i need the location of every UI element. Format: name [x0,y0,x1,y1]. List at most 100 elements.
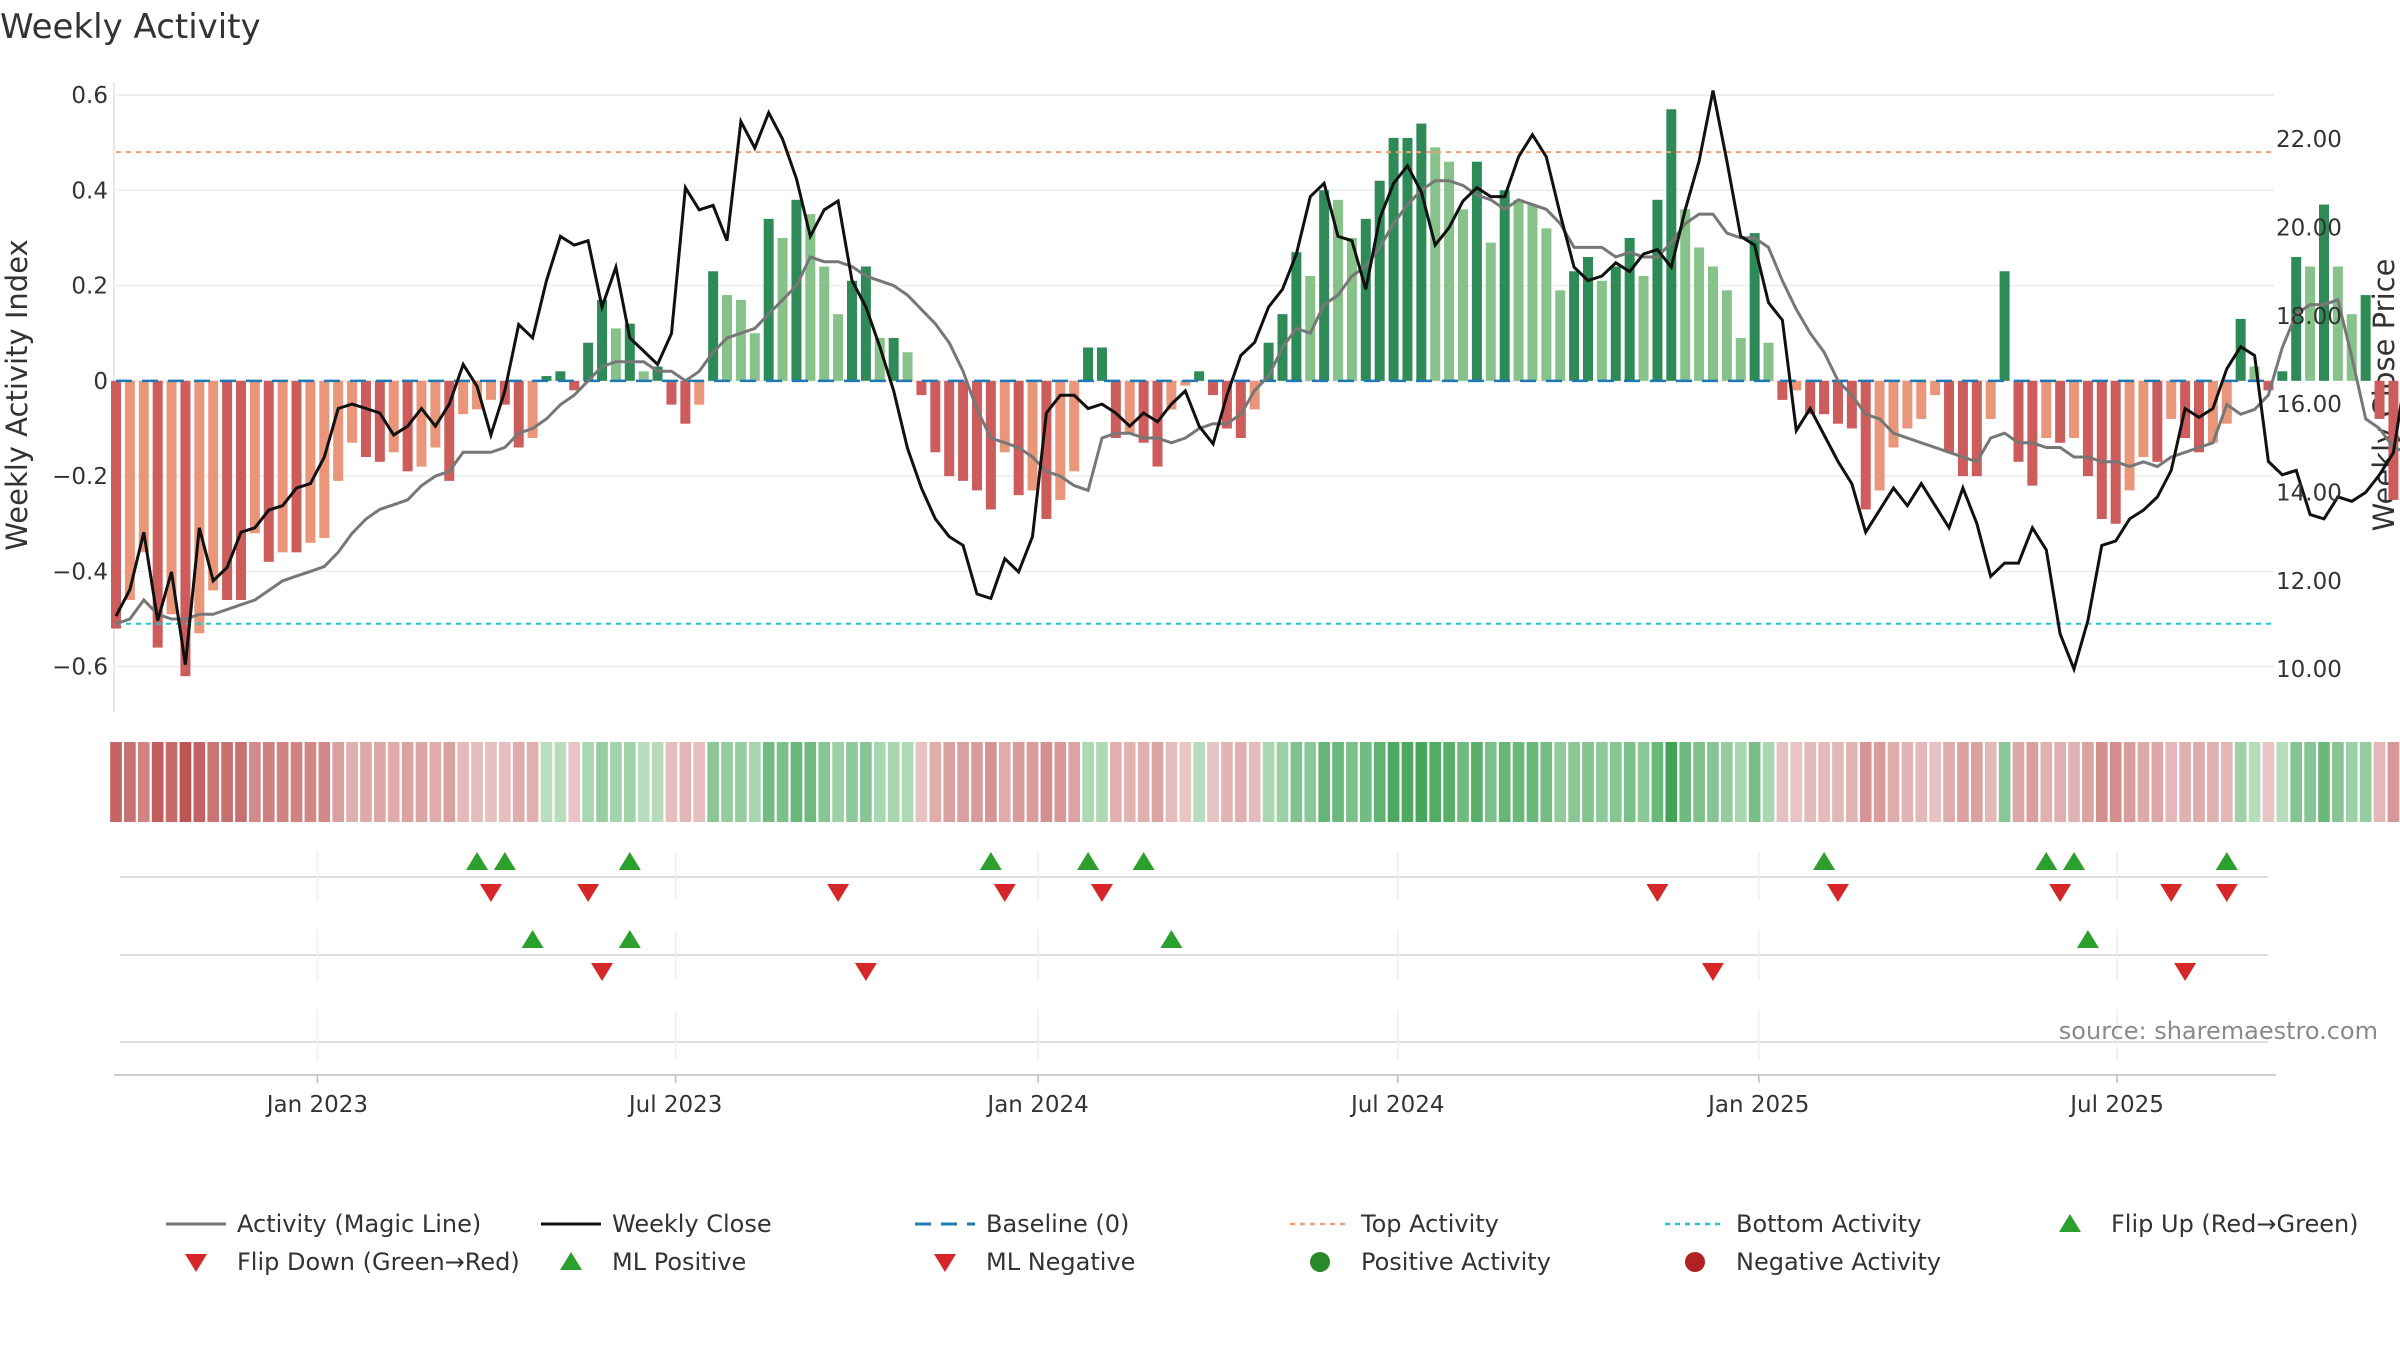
activity-bar [1694,247,1705,381]
heat-cell [748,742,761,822]
heat-cell [2304,742,2316,822]
heat-cell [1221,742,1233,822]
activity-bar [1832,380,1843,424]
activity-bar [208,380,219,591]
legend: Activity (Magic Line) Weekly Close Baselin… [166,1210,2359,1276]
heat-cell [165,742,178,822]
activity-bar [1388,137,1399,381]
activity-bar [694,380,705,405]
heat-cell [1623,742,1636,822]
activity-bar [2096,380,2107,519]
heat-cell [637,742,650,822]
legend-swatch [1685,1252,1705,1272]
legend-item-bottom: Bottom Activity [1665,1210,1921,1238]
activity-bar [166,380,177,615]
heat-cell [2359,742,2372,822]
activity-bar [2013,380,2024,462]
activity-bar [666,380,677,405]
activity-bar [860,266,871,381]
x-tick-label: Jan 2025 [1706,1092,1809,1118]
heat-cell [1387,742,1400,822]
heat-cell [151,742,164,822]
activity-bar [2207,380,2218,443]
activity-bar [1374,180,1385,381]
y-right-tick-label: 22.00 [2276,127,2342,153]
heat-cell [1901,742,1914,822]
heat-cell [262,742,275,822]
heat-cell [1082,742,1094,822]
activity-bar [1402,137,1413,381]
heat-cell [985,742,997,822]
activity-bar [485,380,496,400]
activity-bar [1249,380,1260,410]
heat-cell [818,742,831,822]
heat-cell [249,742,261,822]
heat-cell [235,742,247,822]
heat-cell [2248,742,2261,822]
activity-bar [1055,380,1066,500]
heat-cell [2276,742,2289,822]
heat-cell [2123,742,2136,822]
heat-cell [512,742,525,822]
heat-cell [1068,742,1081,822]
activity-bar [180,380,191,677]
activity-bar [2124,380,2135,491]
activity-bar [1916,380,1927,419]
heat-cell [1457,742,1469,822]
y-axis-left-label: Weekly Activity Index [0,239,34,550]
ml-negative-marker [1701,963,1724,981]
flip-up-marker [493,852,516,870]
legend-item-mlpos: ML Positive [560,1248,746,1276]
y-left-tick-label: −0.6 [52,655,108,681]
activity-bar [1596,280,1607,381]
activity-bar [1819,380,1830,415]
heat-cell [318,742,331,822]
heat-cell [1498,742,1511,822]
activity-bar [1166,380,1177,410]
y-right-tick-label: 10.00 [2276,657,2342,683]
heat-cell [1359,742,1372,822]
activity-bar [1471,161,1482,381]
activity-bar [1930,380,1941,396]
activity-bar [1430,147,1441,381]
heat-cell [290,742,303,822]
activity-bar [458,380,469,415]
heat-cell [1123,742,1136,822]
activity-bar [930,380,941,453]
activity-bar [624,323,635,381]
heat-cell [679,742,692,822]
heat-cell [276,742,289,822]
activity-bar [1208,380,1219,396]
heat-cell [2332,742,2344,822]
heat-cell [2082,742,2094,822]
activity-bar [263,380,274,562]
signal-markers [120,852,2268,1060]
activity-bar [555,371,566,381]
activity-bar [888,337,899,381]
heat-cell [2179,742,2191,822]
activity-bar [1735,337,1746,381]
activity-bar [472,380,483,410]
heat-cell [1471,742,1483,822]
activity-heat-strip [110,742,2400,822]
activity-bar [1707,266,1718,381]
legend-label: Top Activity [1360,1210,1499,1238]
activity-bars [111,109,2399,677]
activity-bar [1221,380,1232,429]
heat-cell [554,742,567,822]
ml-positive-marker [1160,930,1183,948]
y-left-tick-label: −0.4 [52,559,108,585]
heat-cell [901,742,914,822]
activity-bar [1624,237,1635,381]
legend-swatch [560,1252,582,1270]
activity-bar [416,380,427,467]
activity-bar [1485,242,1496,381]
heat-cell [1526,742,1539,822]
heat-cell [2220,742,2233,822]
activity-bar [1763,342,1774,381]
heat-cell [873,742,886,822]
heat-cell [790,742,803,822]
activity-bar [347,380,358,443]
ml-positive-marker [2076,930,2099,948]
flip-up-marker [1813,852,1836,870]
